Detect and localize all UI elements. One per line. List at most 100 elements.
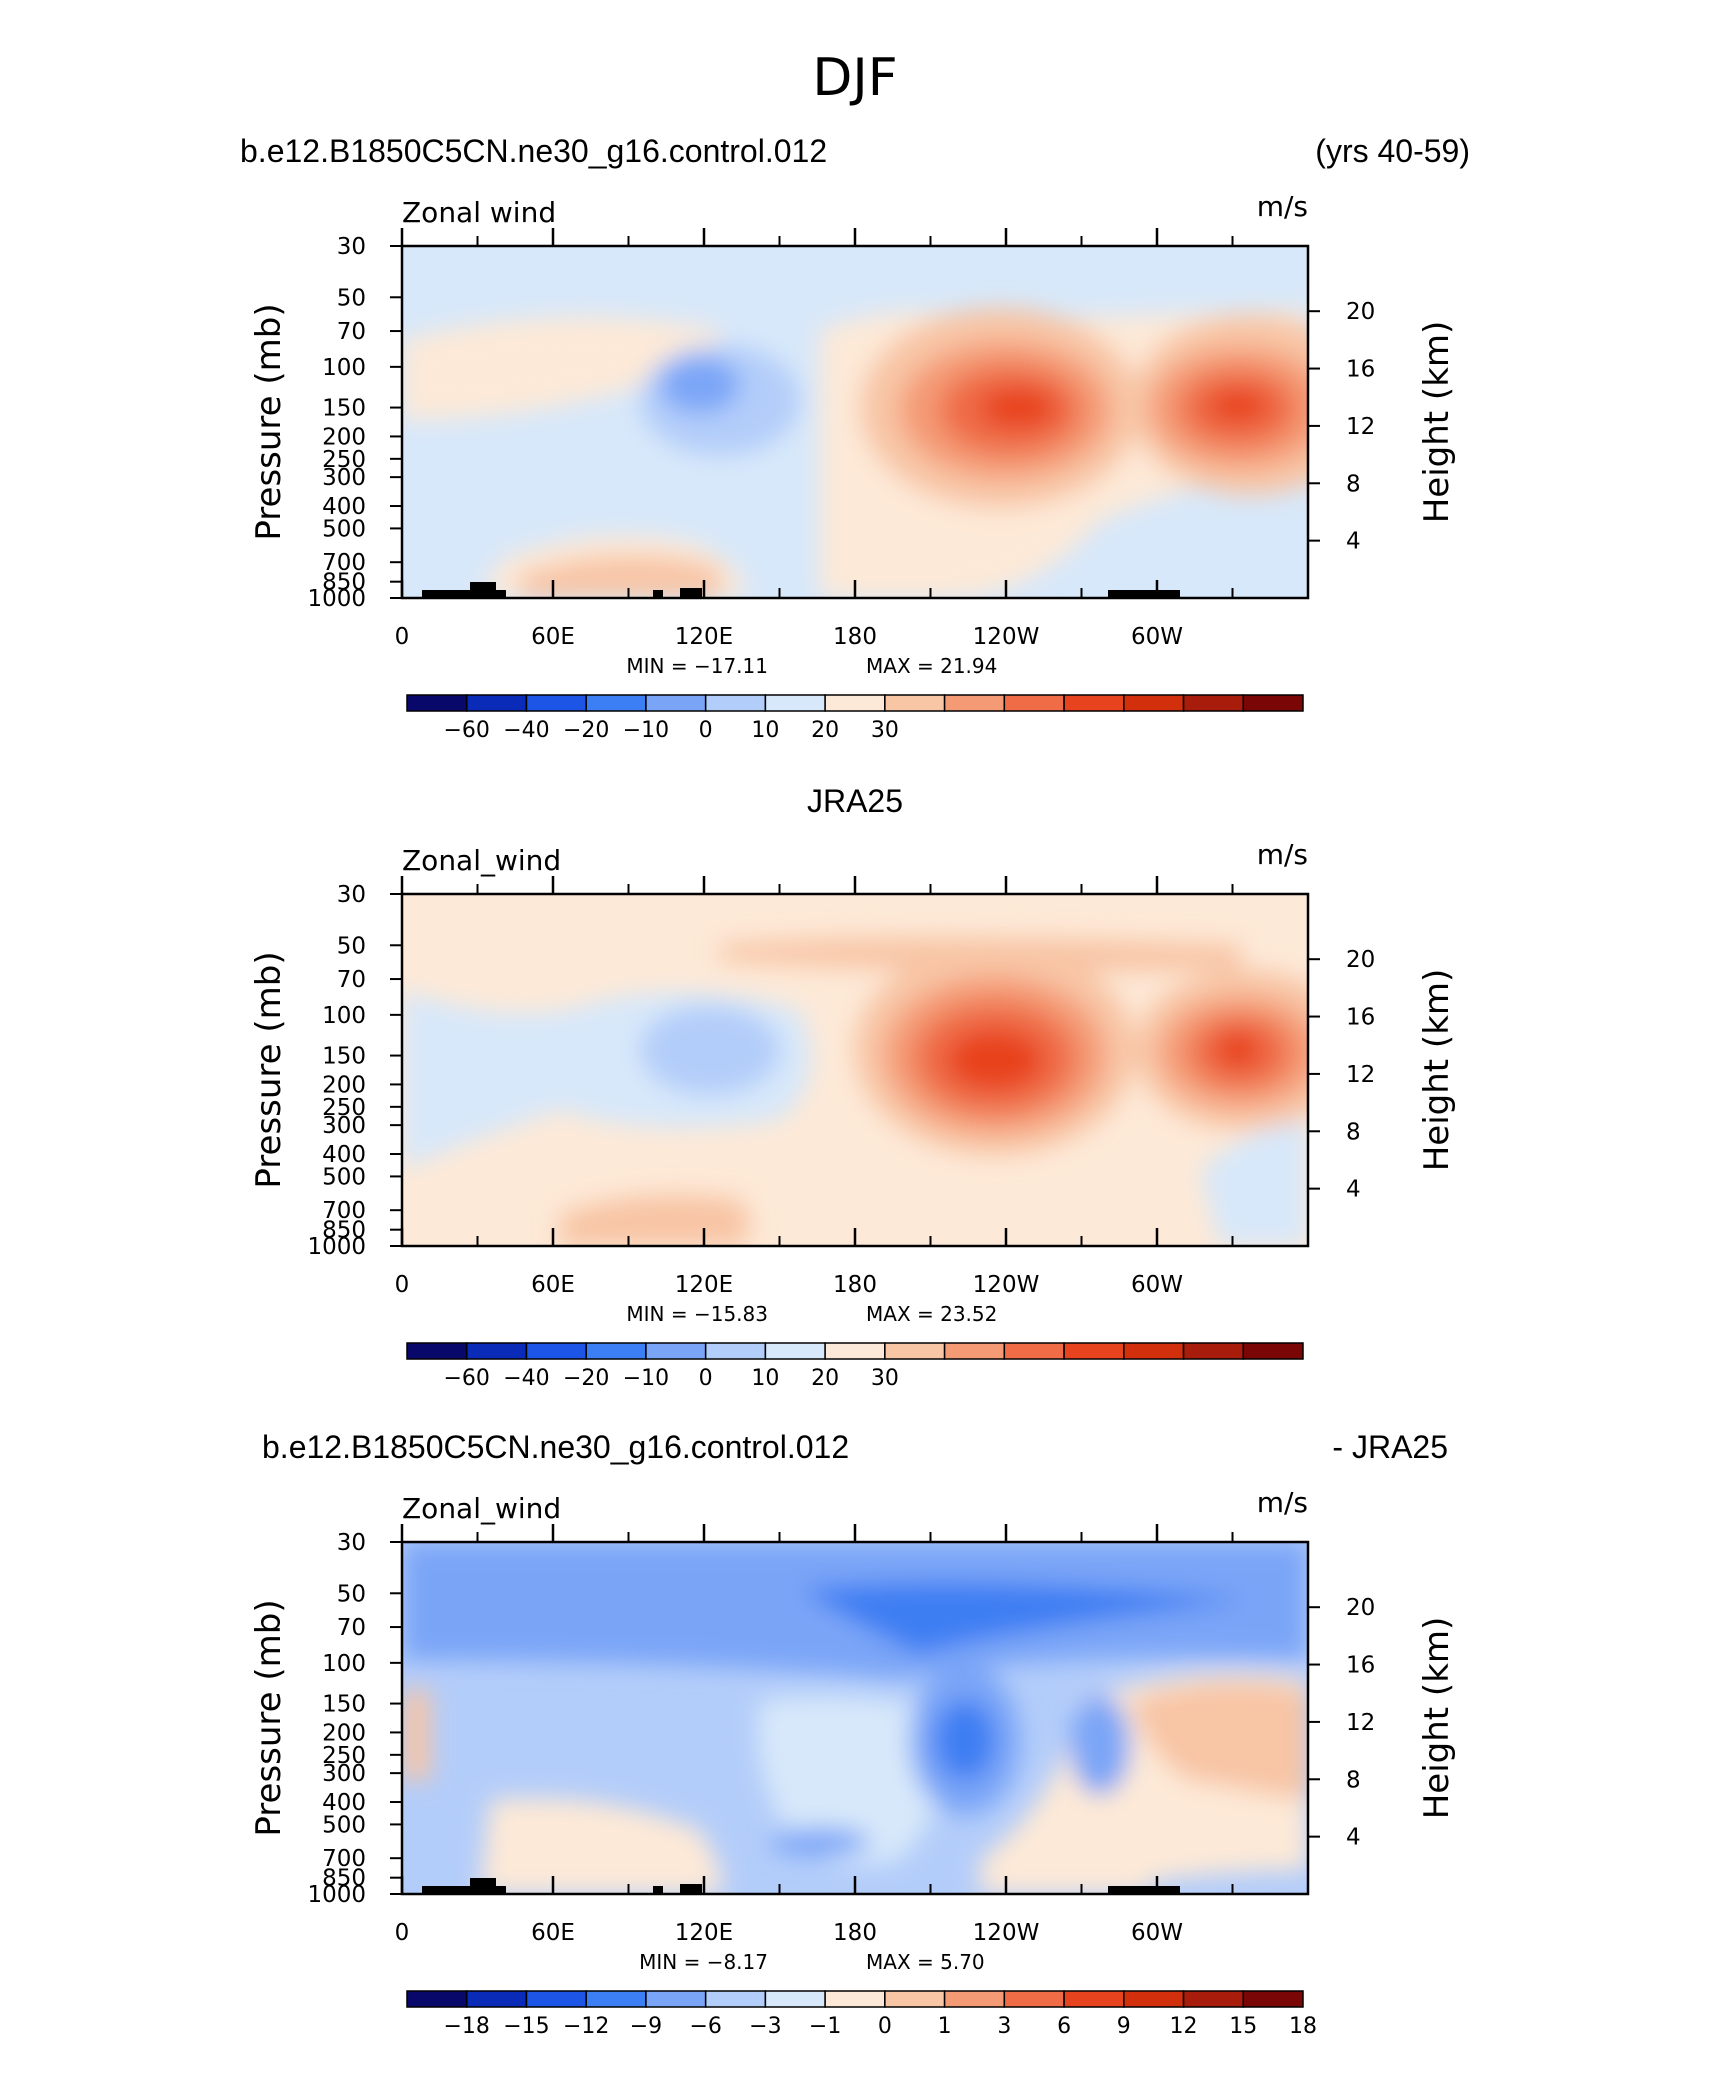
colorbar-swatch bbox=[764, 1990, 826, 2008]
y-tick-label: 250 bbox=[322, 1095, 366, 1121]
colorbar-swatch bbox=[406, 1342, 468, 1360]
colorbar-swatch bbox=[406, 694, 468, 712]
panel-3-topo-segment bbox=[470, 1878, 496, 1894]
y-right-tick-label: 12 bbox=[1346, 1062, 1375, 1088]
colorbar-swatch bbox=[585, 694, 647, 712]
y-tick-label: 1000 bbox=[307, 1882, 366, 1908]
y-tick-label: 100 bbox=[322, 1003, 366, 1029]
y-tick-label: 300 bbox=[322, 1113, 366, 1139]
panel-1-max-label: MAX = 21.94 bbox=[866, 654, 997, 678]
colorbar-swatch bbox=[1242, 1990, 1304, 2008]
y-right-tick-label: 16 bbox=[1346, 1005, 1375, 1031]
x-tick-label: 120E bbox=[675, 624, 733, 650]
x-tick-label: 180 bbox=[833, 1920, 877, 1946]
x-tick-label: 120E bbox=[675, 1920, 733, 1946]
colorbar-swatch bbox=[824, 694, 886, 712]
colorbar-label: −20 bbox=[563, 718, 609, 743]
colorbar-label: 6 bbox=[1057, 2014, 1071, 2039]
colorbar-swatch bbox=[764, 1342, 826, 1360]
panel-3-contour-edge-positive bbox=[402, 1690, 430, 1780]
y-tick-label: 400 bbox=[322, 1790, 366, 1816]
y-tick-label: 50 bbox=[337, 285, 366, 311]
y-tick-label: 70 bbox=[337, 1615, 366, 1641]
y-right-tick-label: 4 bbox=[1346, 529, 1361, 555]
panel-3-contour-neg2 bbox=[1070, 1695, 1130, 1795]
y-tick-label: 1000 bbox=[307, 586, 366, 612]
y-tick-label: 70 bbox=[337, 967, 366, 993]
y-tick-label: 400 bbox=[322, 1142, 366, 1168]
panel-2: JRA25 Zonal_wind m/s 0 60E 120E 180 12 bbox=[249, 783, 1457, 1391]
x-tick-label: 60E bbox=[531, 1272, 575, 1298]
panel-1-ylabel-right: Height (km) bbox=[1417, 321, 1457, 524]
colorbar-label: 15 bbox=[1229, 2014, 1257, 2039]
colorbar-swatch bbox=[704, 694, 767, 712]
panel-3-topo-segment bbox=[1108, 1886, 1180, 1894]
panel-1-topo-segment bbox=[1108, 590, 1180, 598]
panel-1-topo-segment bbox=[653, 590, 663, 598]
panel-3-ylabel-left: Pressure (mb) bbox=[249, 1599, 289, 1836]
y-tick-label: 30 bbox=[337, 1530, 366, 1556]
y-tick-label: 100 bbox=[322, 355, 366, 381]
colorbar-label: −1 bbox=[809, 2014, 841, 2039]
y-tick-label: 500 bbox=[322, 516, 366, 542]
colorbar-swatch bbox=[704, 1342, 767, 1360]
colorbar-swatch bbox=[884, 1990, 946, 2008]
y-tick-label: 700 bbox=[322, 1846, 366, 1872]
panel-1-variable: Zonal wind bbox=[402, 196, 556, 229]
y-right-tick-label: 12 bbox=[1346, 414, 1375, 440]
panel-3-contour-central-light bbox=[757, 1696, 945, 1865]
y-tick-label: 200 bbox=[322, 1720, 366, 1746]
colorbar-label: 20 bbox=[811, 718, 839, 743]
colorbar-swatch bbox=[884, 694, 946, 712]
x-tick-label: 120E bbox=[675, 1272, 733, 1298]
colorbar-swatch bbox=[585, 1342, 647, 1360]
x-tick-label: 60W bbox=[1131, 1920, 1183, 1946]
x-tick-label: 60W bbox=[1131, 1272, 1183, 1298]
colorbar-label: 20 bbox=[811, 1366, 839, 1391]
colorbar-swatch bbox=[1123, 1342, 1185, 1360]
colorbar-label: −12 bbox=[563, 2014, 609, 2039]
figure-title: DJF bbox=[812, 48, 897, 108]
colorbar-swatch bbox=[525, 1342, 587, 1360]
y-tick-label: 50 bbox=[337, 933, 366, 959]
colorbar-swatch bbox=[465, 694, 528, 712]
panel-3-max-label: MAX = 5.70 bbox=[866, 1950, 985, 1974]
panel-2-max-label: MAX = 23.52 bbox=[866, 1302, 997, 1326]
colorbar-swatch bbox=[465, 1342, 528, 1360]
panel-3-contour-lowlevel-positive-2 bbox=[980, 1845, 1150, 1894]
panel-1-contour-jet1-c4 bbox=[980, 388, 1056, 428]
panel-3-contour-lowlevel-positive bbox=[480, 1798, 723, 1894]
colorbar-label: −40 bbox=[503, 1366, 549, 1391]
colorbar-label: 0 bbox=[699, 718, 713, 743]
panel-1-field bbox=[402, 246, 1308, 598]
panel-2-contour-lowlevel bbox=[560, 1195, 750, 1246]
panel-1-contour-lowlevel-mid bbox=[520, 555, 720, 598]
panel-1-contour-west-light bbox=[402, 317, 720, 420]
panel-1-contour-easterly-c2 bbox=[660, 357, 740, 413]
colorbar-swatch bbox=[1182, 694, 1245, 712]
panel-1-min-label: MIN = −17.11 bbox=[626, 654, 768, 678]
x-tick-label: 60E bbox=[531, 624, 575, 650]
colorbar-swatch bbox=[1123, 1990, 1185, 2008]
y-tick-label: 700 bbox=[322, 1198, 366, 1224]
panel-2-contour-jet2-c4 bbox=[1216, 1032, 1260, 1068]
colorbar-swatch bbox=[1123, 694, 1185, 712]
colorbar-label: −18 bbox=[444, 2014, 490, 2039]
colorbar-label: −10 bbox=[623, 718, 669, 743]
panel-3: b.e12.B1850C5CN.ne30_g16.control.012 - J… bbox=[249, 1429, 1457, 2039]
panel-3-colorbar: −18 −15 −12 −9 −6 −3 −1 0 1 3 6 9 12 15 18 bbox=[406, 1990, 1317, 2039]
colorbar-swatch bbox=[1003, 694, 1065, 712]
colorbar-label: −6 bbox=[689, 2014, 721, 2039]
panel-3-contour-strat-core bbox=[800, 1582, 1250, 1655]
y-tick-label: 70 bbox=[337, 319, 366, 345]
y-tick-label: 500 bbox=[322, 1164, 366, 1190]
panel-2-contour-easterly-core bbox=[640, 1005, 780, 1095]
x-tick-label: 120W bbox=[973, 1920, 1040, 1946]
x-tick-label: 0 bbox=[395, 1920, 410, 1946]
colorbar-swatch bbox=[943, 694, 1006, 712]
x-tick-label: 180 bbox=[833, 624, 877, 650]
colorbar-swatch bbox=[1003, 1990, 1065, 2008]
colorbar-label: −10 bbox=[623, 1366, 669, 1391]
